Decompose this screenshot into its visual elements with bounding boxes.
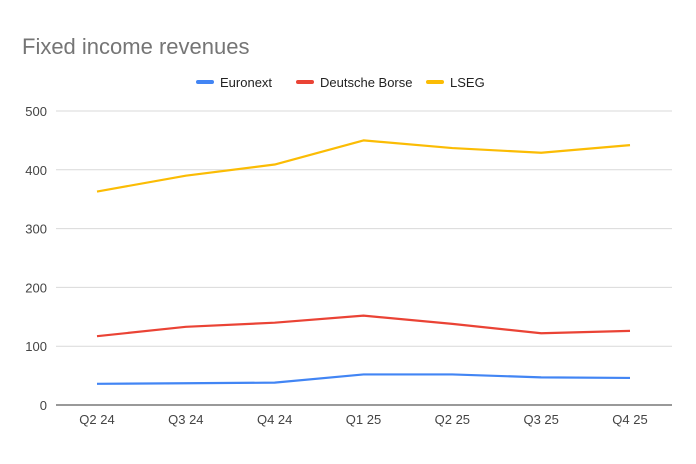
legend-label: Euronext: [220, 75, 272, 90]
x-tick-label: Q2 25: [435, 412, 470, 427]
series-line-lseg: [96, 139, 631, 193]
y-tick-label: 100: [25, 339, 47, 354]
x-tick-label: Q3 25: [523, 412, 558, 427]
y-tick-label: 400: [25, 163, 47, 178]
x-tick-label: Q2 24: [79, 412, 114, 427]
x-tick-label: Q1 25: [346, 412, 381, 427]
x-tick-label: Q3 24: [168, 412, 203, 427]
legend-label: LSEG: [450, 75, 485, 90]
y-tick-label: 200: [25, 280, 47, 295]
y-tick-label: 500: [25, 104, 47, 119]
x-tick-label: Q4 24: [257, 412, 292, 427]
legend-label: Deutsche Borse: [320, 75, 413, 90]
series-line-deutsche-borse: [96, 314, 631, 338]
y-tick-label: 300: [25, 222, 47, 237]
chart-title: Fixed income revenues: [22, 34, 250, 59]
x-tick-label: Q4 25: [612, 412, 647, 427]
y-tick-label: 0: [40, 398, 47, 413]
series-line-euronext: [96, 373, 631, 385]
